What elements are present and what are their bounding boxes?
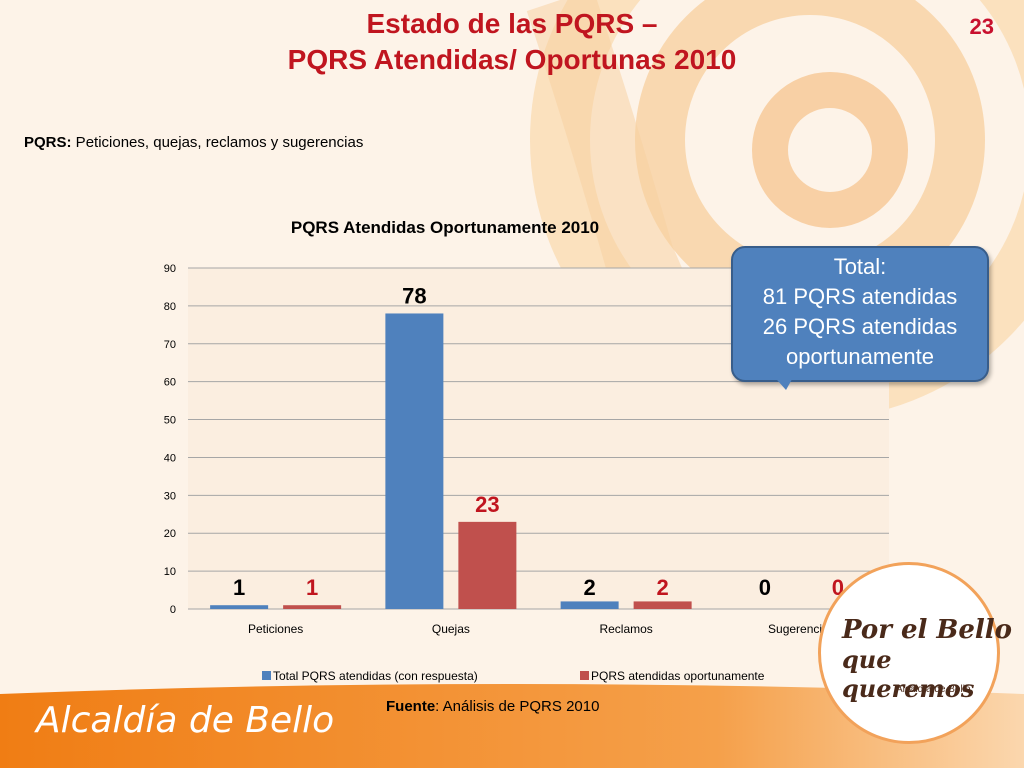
legend-label-series1: Total PQRS atendidas (con respuesta): [273, 669, 478, 683]
y-tick-label: 70: [164, 339, 176, 351]
legend-swatch-series2: [580, 671, 589, 680]
y-tick-label: 50: [164, 415, 176, 427]
data-label: 0: [759, 575, 771, 600]
source-label: Fuente: [386, 698, 436, 715]
bar-quejas-series2: [458, 521, 517, 609]
total-callout: Total: 81 PQRS atendidas 26 PQRS atendid…: [731, 246, 989, 382]
x-tick-label: Sugerencias: [768, 622, 835, 636]
data-label: 2: [657, 575, 669, 600]
legend-label-series2: PQRS atendidas oportunamente: [591, 669, 765, 683]
callout-heading-text: Total: [833, 254, 881, 279]
source-note: Fuente: Análisis de PQRS 2010: [386, 698, 599, 715]
callout-line-timely-cont: oportunamente: [786, 344, 934, 369]
footer-brand: Alcaldía de Bello: [36, 700, 335, 741]
pqrs-definition-label: PQRS:: [24, 134, 72, 151]
data-label: 1: [233, 575, 245, 600]
data-label: 23: [475, 492, 499, 517]
pqrs-definition: PQRS: Peticiones, quejas, reclamos y sug…: [24, 134, 363, 151]
page-number: 23: [969, 14, 994, 39]
y-tick-label: 20: [164, 528, 176, 540]
y-tick-label: 10: [164, 566, 176, 578]
slide-title: Estado de las PQRS – PQRS Atendidas/ Opo…: [100, 6, 924, 78]
y-tick-label: 80: [164, 301, 176, 313]
bar-quejas-series1: [385, 313, 444, 609]
callout-line-total: 81 PQRS atendidas: [762, 284, 958, 309]
logo-text-line3: Alcaldía de Bello: [896, 684, 971, 695]
bar-reclamos-series1: [560, 601, 619, 609]
y-tick-label: 90: [164, 263, 176, 275]
data-label: 1: [306, 575, 318, 600]
logo-badge: [818, 562, 1000, 744]
bar-peticiones-series1: [210, 605, 269, 609]
x-tick-label: Reclamos: [599, 622, 652, 636]
logo-text-line2: que queremos: [842, 645, 975, 703]
bar-peticiones-series2: [283, 605, 342, 609]
data-label: 78: [402, 283, 426, 308]
x-tick-label: Peticiones: [248, 622, 303, 636]
source-text: : Análisis de PQRS 2010: [435, 698, 600, 715]
chart-title: PQRS Atendidas Oportunamente 2010: [291, 218, 599, 237]
slide-title-line2: PQRS Atendidas/ Oportunas 2010: [287, 44, 737, 75]
callout-line-timely: 26 PQRS atendidas: [762, 314, 958, 339]
footer-bar: [0, 684, 1024, 768]
y-tick-label: 0: [170, 604, 176, 616]
pqrs-definition-text: Peticiones, quejas, reclamos y sugerenci…: [71, 134, 364, 151]
y-tick-label: 30: [164, 490, 176, 502]
y-tick-label: 60: [164, 377, 176, 389]
x-tick-label: Quejas: [432, 622, 470, 636]
callout-heading-suffix: :: [880, 254, 887, 279]
slide-title-line1: Estado de las PQRS –: [366, 8, 658, 39]
y-tick-label: 40: [164, 452, 176, 464]
data-label: 2: [584, 575, 596, 600]
bar-reclamos-series2: [633, 601, 692, 609]
legend-swatch-series1: [262, 671, 271, 680]
callout-heading: Total:: [733, 252, 987, 282]
callout-tail: [770, 372, 796, 390]
logo-text-line1: Por el Bello: [842, 615, 1013, 645]
